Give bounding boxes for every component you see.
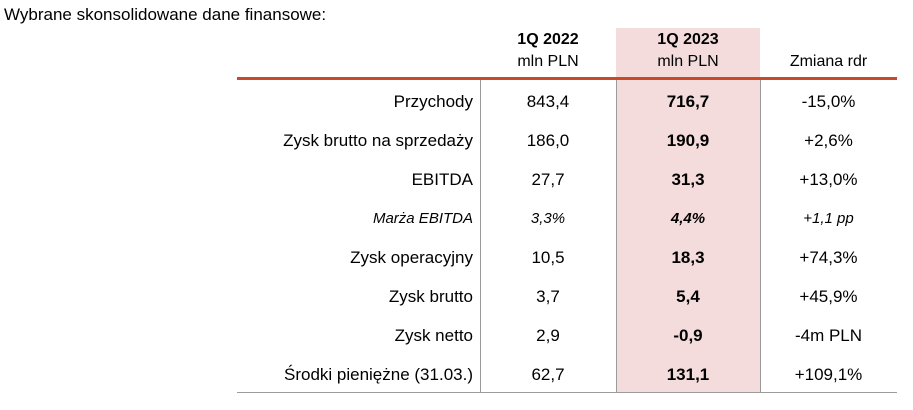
- value-1q2022: 62,7: [531, 365, 565, 384]
- page-title: Wybrane skonsolidowane dane finansowe:: [4, 5, 327, 24]
- value-change: -4m PLN: [794, 326, 863, 345]
- value-1q2023: -0,9: [673, 326, 703, 345]
- column-separator: [616, 80, 617, 392]
- value-1q2023: 18,3: [671, 248, 705, 267]
- value-change: +109,1%: [794, 365, 863, 384]
- value-1q2023: 4,4%: [670, 210, 706, 227]
- value-1q2023: 131,1: [666, 365, 710, 384]
- value-change: -15,0%: [801, 92, 856, 111]
- header-change: Zmiana rdr: [760, 51, 897, 73]
- value-1q2022: 2,9: [536, 326, 560, 345]
- row-label: Zysk operacyjny: [350, 248, 473, 267]
- highlight-column-1q2023: [616, 28, 760, 392]
- table-row: Przychody 843,4 716,7 -15,0%: [0, 82, 913, 121]
- table-row: Zysk brutto na sprzedaży 186,0 190,9 +2,…: [0, 121, 913, 160]
- value-1q2022: 843,4: [526, 92, 570, 111]
- row-label: EBITDA: [411, 170, 473, 189]
- value-1q2023: 190,9: [666, 131, 710, 150]
- value-change: +45,9%: [799, 287, 858, 306]
- value-1q2023: 716,7: [666, 92, 710, 111]
- value-1q2023: 5,4: [676, 287, 700, 306]
- header-rule: [237, 77, 897, 80]
- row-label: Przychody: [393, 92, 473, 111]
- value-1q2023: 31,3: [671, 170, 705, 189]
- table-row: Marża EBITDA 3,3% 4,4% +1,1 pp: [0, 199, 913, 238]
- table-bottom-border: [237, 392, 897, 393]
- table-row: Środki pieniężne (31.03.) 62,7 131,1 +10…: [0, 355, 913, 394]
- value-1q2022: 3,3%: [530, 210, 566, 227]
- row-label: Marża EBITDA: [372, 210, 473, 227]
- value-change: +74,3%: [799, 248, 858, 267]
- row-label: Zysk brutto na sprzedaży: [283, 131, 473, 150]
- value-1q2022: 27,7: [531, 170, 565, 189]
- header-1q2023-unit: mln PLN: [657, 53, 719, 70]
- header-1q2022-unit: mln PLN: [517, 53, 579, 70]
- value-change: +2,6%: [804, 131, 853, 150]
- value-1q2022: 10,5: [531, 248, 565, 267]
- header-1q2023-period: 1Q 2023: [657, 31, 719, 48]
- value-1q2022: 3,7: [536, 287, 560, 306]
- value-1q2022: 186,0: [526, 131, 570, 150]
- column-separator: [480, 80, 481, 392]
- header-change-label: Zmiana rdr: [789, 53, 868, 70]
- header-1q2022-period: 1Q 2022: [517, 31, 579, 48]
- row-label: Zysk brutto: [388, 287, 473, 306]
- column-separator: [760, 80, 761, 392]
- row-label: Środki pieniężne (31.03.): [283, 365, 473, 384]
- table-row: Zysk operacyjny 10,5 18,3 +74,3%: [0, 238, 913, 277]
- value-change: +13,0%: [799, 170, 858, 189]
- row-label: Zysk netto: [394, 326, 473, 345]
- table-row: EBITDA 27,7 31,3 +13,0%: [0, 160, 913, 199]
- table-row: Zysk brutto 3,7 5,4 +45,9%: [0, 277, 913, 316]
- table-row: Zysk netto 2,9 -0,9 -4m PLN: [0, 316, 913, 355]
- header-1q2023: 1Q 2023 mln PLN: [616, 29, 760, 73]
- header-1q2022: 1Q 2022 mln PLN: [480, 29, 616, 73]
- value-change: +1,1 pp: [803, 210, 854, 227]
